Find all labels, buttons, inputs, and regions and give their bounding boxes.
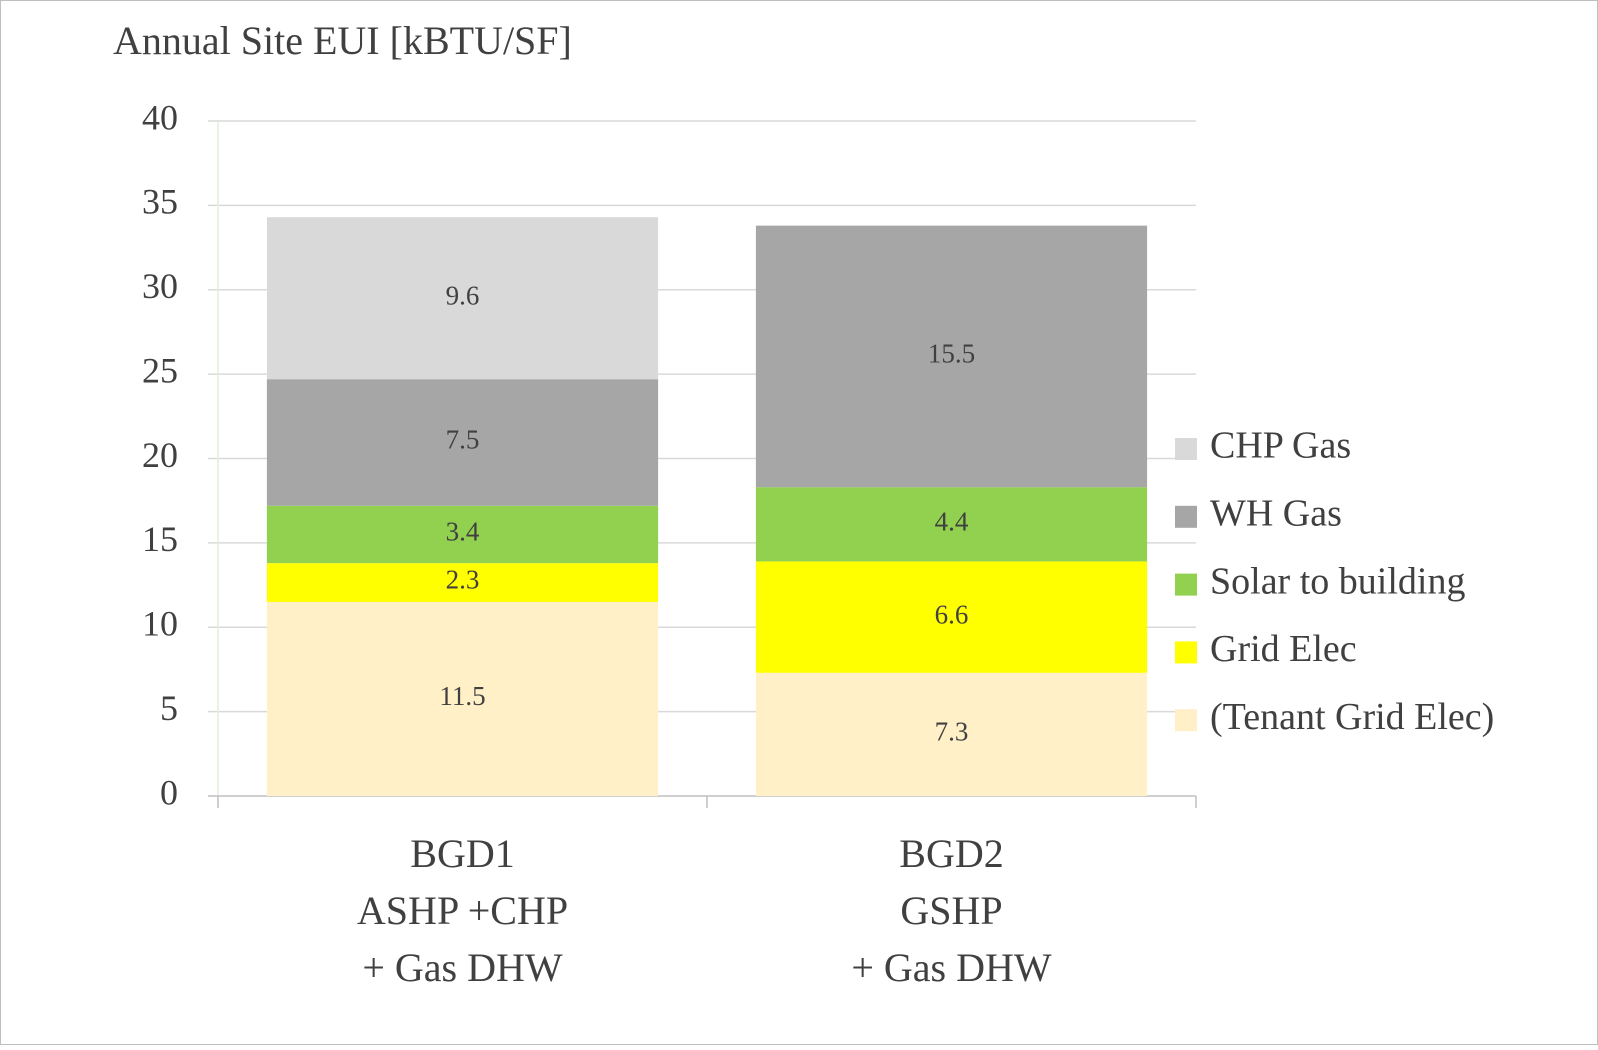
legend-swatch	[1175, 641, 1197, 664]
bar-segment	[266, 379, 659, 506]
y-tick-label: 0	[160, 772, 178, 812]
bar-segment	[266, 563, 659, 602]
y-tick-label: 5	[160, 688, 178, 728]
bar-segment	[266, 601, 659, 796]
y-tick-label: 20	[142, 435, 178, 475]
legend-swatch	[1175, 709, 1197, 732]
x-tick-label: + Gas DHW	[362, 945, 563, 990]
legend-label: Solar to building	[1210, 560, 1465, 602]
bar-segment	[266, 505, 659, 564]
legend-label: CHP Gas	[1210, 425, 1351, 467]
legend-swatch	[1175, 505, 1197, 528]
bar-segment	[755, 561, 1148, 673]
y-tick-label: 35	[142, 182, 178, 222]
legend-swatch	[1175, 438, 1197, 460]
x-tick-label: BGD2	[899, 831, 1003, 876]
y-tick-label: 15	[142, 519, 178, 559]
data-label: 7.5	[446, 425, 480, 455]
legend-label: Grid Elec	[1210, 628, 1357, 670]
y-tick-label: 30	[142, 266, 178, 306]
bar-segment	[755, 225, 1148, 488]
data-label: 3.4	[446, 517, 480, 547]
data-label: 9.6	[446, 280, 480, 310]
data-label: 15.5	[928, 339, 975, 369]
bar-segment	[755, 487, 1148, 562]
legend-swatch	[1175, 573, 1197, 596]
legend-label: WH Gas	[1210, 493, 1342, 535]
x-tick-label: GSHP	[900, 888, 1002, 933]
data-label: 6.6	[935, 599, 969, 629]
data-label: 2.3	[446, 565, 480, 595]
chart-title: Annual Site EUI [kBTU/SF]	[113, 18, 572, 63]
bar-segment	[755, 672, 1148, 796]
data-label: 11.5	[439, 681, 485, 711]
y-tick-label: 10	[142, 604, 178, 644]
x-tick-label: BGD1	[410, 831, 514, 876]
x-tick-label: + Gas DHW	[851, 945, 1052, 990]
data-label: 7.3	[935, 717, 969, 747]
data-label: 4.4	[935, 507, 969, 537]
y-tick-label: 25	[142, 350, 178, 390]
bar-segment	[266, 217, 659, 380]
y-tick-label: 40	[142, 97, 178, 137]
x-tick-label: ASHP +CHP	[357, 888, 568, 933]
legend-label: (Tenant Grid Elec)	[1210, 696, 1494, 738]
